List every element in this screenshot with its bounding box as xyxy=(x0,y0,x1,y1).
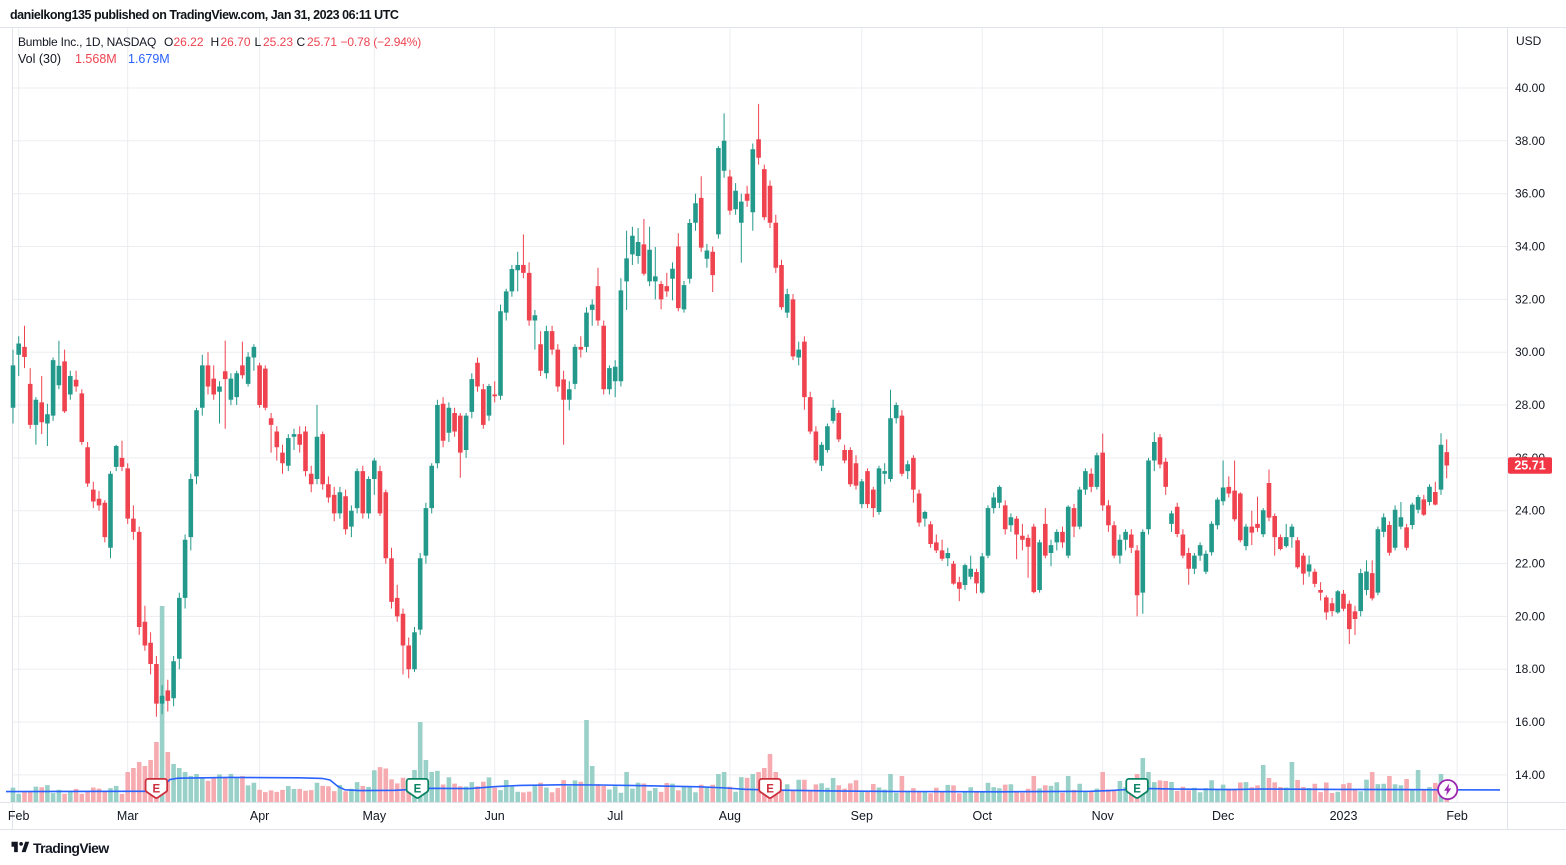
svg-text:May: May xyxy=(362,809,386,823)
svg-text:E: E xyxy=(153,783,161,795)
svg-text:H: H xyxy=(211,35,220,49)
svg-text:E: E xyxy=(414,783,422,795)
svg-text:Oct: Oct xyxy=(972,809,992,823)
svg-text:25.71: 25.71 xyxy=(1514,459,1545,473)
svg-text:Apr: Apr xyxy=(250,809,269,823)
svg-text:Sep: Sep xyxy=(851,809,873,823)
svg-text:36.00: 36.00 xyxy=(1515,187,1545,201)
svg-text:20.00: 20.00 xyxy=(1515,609,1545,623)
svg-text:25.71: 25.71 xyxy=(307,35,337,49)
svg-text:C: C xyxy=(297,35,306,49)
svg-text:Vol (30): Vol (30) xyxy=(18,52,61,66)
svg-text:−0.78 (−2.94%): −0.78 (−2.94%) xyxy=(341,35,422,49)
svg-text:Jul: Jul xyxy=(607,809,623,823)
svg-text:1.568M: 1.568M xyxy=(75,52,117,66)
svg-text:USD: USD xyxy=(1516,34,1542,48)
svg-text:34.00: 34.00 xyxy=(1515,240,1545,254)
svg-text:26.22: 26.22 xyxy=(174,35,204,49)
svg-text:Dec: Dec xyxy=(1212,809,1234,823)
svg-text:22.00: 22.00 xyxy=(1515,557,1545,571)
svg-text:1.679M: 1.679M xyxy=(128,52,170,66)
svg-text:L: L xyxy=(255,35,262,49)
svg-text:TradingView: TradingView xyxy=(33,840,109,856)
svg-text:26.70: 26.70 xyxy=(221,35,251,49)
svg-text:E: E xyxy=(1133,783,1141,795)
svg-text:danielkong135 published on Tra: danielkong135 published on TradingView.c… xyxy=(10,8,399,22)
svg-text:Aug: Aug xyxy=(719,809,741,823)
svg-text:14.00: 14.00 xyxy=(1515,768,1545,782)
svg-text:Nov: Nov xyxy=(1092,809,1115,823)
svg-text:Bumble Inc., 1D, NASDAQ: Bumble Inc., 1D, NASDAQ xyxy=(18,35,156,49)
svg-text:32.00: 32.00 xyxy=(1515,292,1545,306)
svg-text:Feb: Feb xyxy=(8,809,30,823)
svg-text:Feb: Feb xyxy=(1446,809,1468,823)
svg-text:38.00: 38.00 xyxy=(1515,134,1545,148)
svg-text:28.00: 28.00 xyxy=(1515,398,1545,412)
svg-text:2023: 2023 xyxy=(1330,809,1358,823)
svg-text:24.00: 24.00 xyxy=(1515,504,1545,518)
svg-text:E: E xyxy=(766,783,774,795)
svg-text:16.00: 16.00 xyxy=(1515,715,1545,729)
svg-text:40.00: 40.00 xyxy=(1515,81,1545,95)
svg-text:Mar: Mar xyxy=(117,809,139,823)
svg-text:25.23: 25.23 xyxy=(263,35,293,49)
svg-text:Jun: Jun xyxy=(485,809,505,823)
svg-text:18.00: 18.00 xyxy=(1515,662,1545,676)
svg-text:30.00: 30.00 xyxy=(1515,345,1545,359)
svg-text:O: O xyxy=(164,35,173,49)
